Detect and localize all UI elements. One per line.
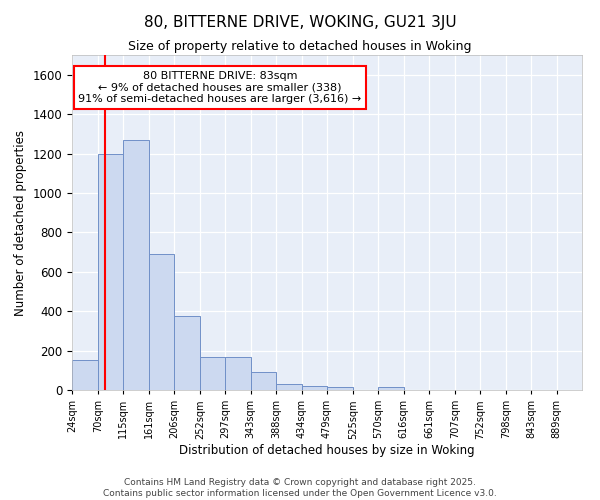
Text: 80 BITTERNE DRIVE: 83sqm
← 9% of detached houses are smaller (338)
91% of semi-d: 80 BITTERNE DRIVE: 83sqm ← 9% of detache… (78, 71, 362, 104)
Bar (327, 387, 353, 390)
Bar (276, 384, 302, 390)
Bar (302, 386, 327, 390)
Bar (174, 316, 200, 390)
Bar (72, 360, 98, 390)
Bar (98, 154, 123, 390)
Bar (123, 140, 149, 390)
Bar (149, 254, 174, 390)
Y-axis label: Number of detached properties: Number of detached properties (14, 130, 27, 316)
Text: 80, BITTERNE DRIVE, WOKING, GU21 3JU: 80, BITTERNE DRIVE, WOKING, GU21 3JU (143, 15, 457, 30)
Text: Contains HM Land Registry data © Crown copyright and database right 2025.
Contai: Contains HM Land Registry data © Crown c… (103, 478, 497, 498)
Bar (225, 358, 251, 390)
Bar (378, 387, 404, 390)
Bar (251, 372, 276, 390)
Text: Size of property relative to detached houses in Woking: Size of property relative to detached ho… (128, 40, 472, 53)
X-axis label: Distribution of detached houses by size in Woking: Distribution of detached houses by size … (179, 444, 475, 457)
Bar (200, 356, 225, 390)
